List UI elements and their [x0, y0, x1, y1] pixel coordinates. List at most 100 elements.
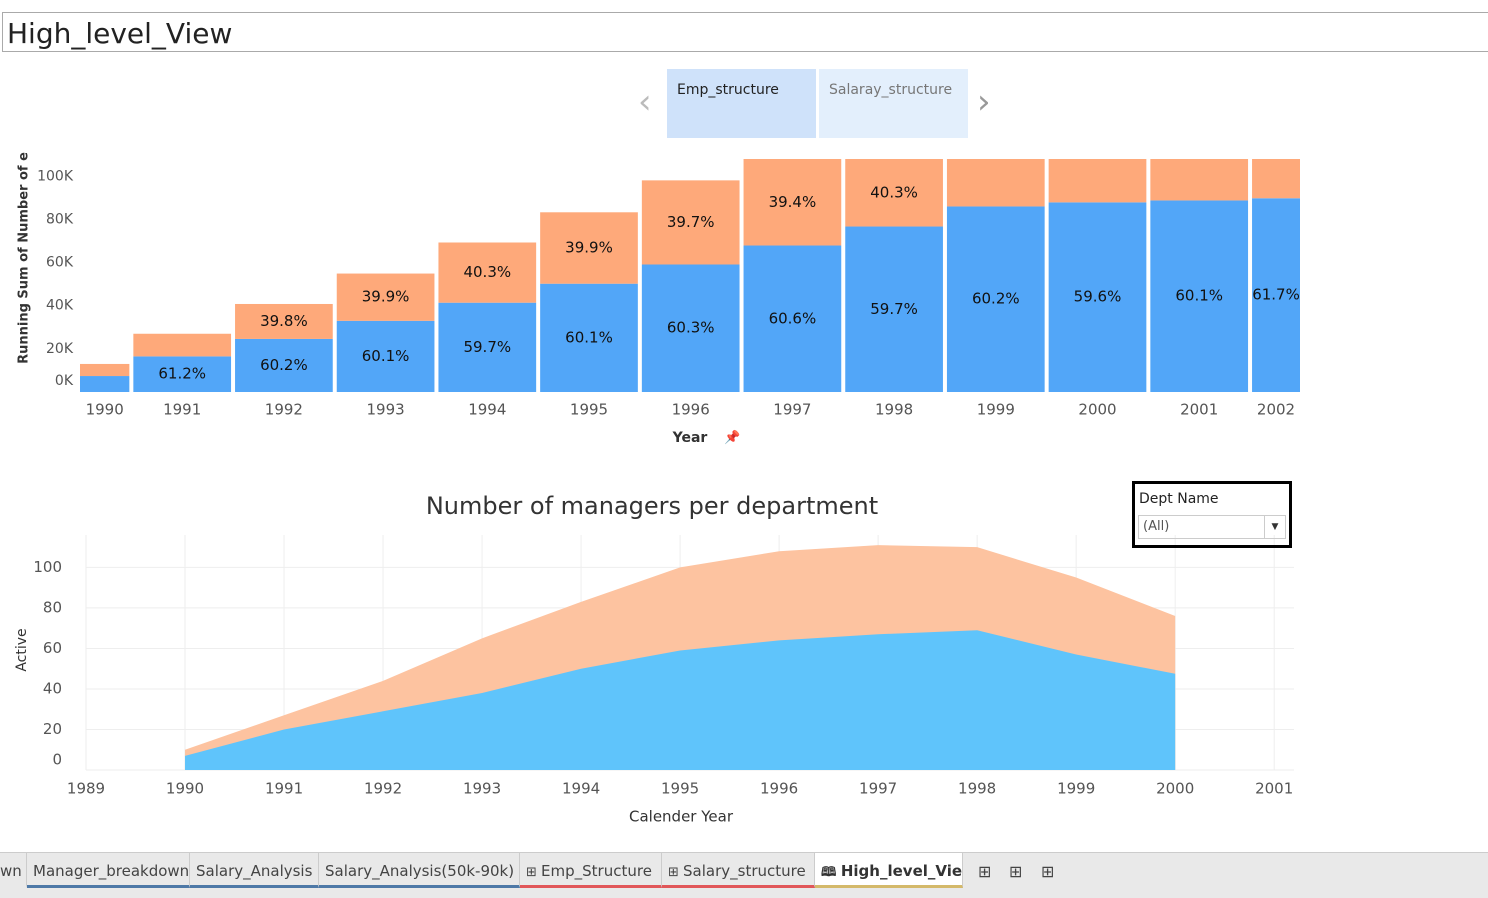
bar-segment [946, 206, 1045, 392]
sheet-tab[interactable]: wn [0, 853, 27, 888]
story-next[interactable]: › [977, 82, 991, 122]
bar-segment [1150, 200, 1249, 392]
bar-segment [1048, 202, 1147, 392]
bar-segment [1252, 159, 1300, 199]
sheet-tab[interactable]: Manager_breakdown [27, 853, 190, 888]
new-sheet-button[interactable]: ⊞ [978, 862, 992, 881]
sheet-tab[interactable]: Salary_Analysis(50k-90k) [319, 853, 520, 888]
x-tick-label: 1998 [875, 401, 913, 419]
y-tick-label: 60 [43, 639, 62, 657]
dropdown-icon: ▼ [1264, 516, 1285, 538]
segment-label: 60.6% [769, 309, 817, 327]
x-tick-label: 1992 [265, 401, 303, 419]
y-tick-label: 20K [46, 341, 74, 357]
x-tick-label: 1993 [463, 780, 501, 798]
story-prev[interactable]: ‹ [638, 82, 652, 122]
filter-label: Dept Name [1139, 491, 1219, 507]
x-tick-label: 1996 [672, 401, 710, 419]
area [185, 630, 1176, 770]
bar-group [80, 159, 1300, 392]
sheet-tabs: wn Manager_breakdown Salary_Analysis Salary… [0, 852, 1488, 898]
sheet-tab[interactable]: 🕮 High_level_View [815, 853, 963, 888]
new-sheet-button[interactable]: ⊞ [1041, 862, 1055, 881]
y-tick-label: 80K [46, 211, 74, 227]
segment-label: 59.7% [463, 338, 511, 356]
x-tick-label: 1991 [265, 780, 303, 798]
tab-label: wn [0, 862, 22, 880]
sheet-tab[interactable]: ⊞ Salary_structure [662, 853, 815, 888]
tab-label: Salary_structure [683, 862, 806, 880]
bar-segment [743, 245, 842, 392]
bar-segment [540, 212, 638, 284]
filter: Dept Name (All) ▼ [1132, 481, 1292, 548]
bar-segment [641, 180, 740, 265]
segment-label: 40.3% [870, 183, 918, 201]
story-tab[interactable]: Salaray_structure [819, 69, 968, 138]
tab-label: High_level_View [840, 862, 963, 880]
segment-label: 40.3% [463, 263, 511, 281]
x-tick-label: 1998 [958, 780, 996, 798]
chart-title: Number of managers per department [426, 492, 878, 520]
y-tick-label: 0K [55, 373, 74, 389]
y-tick-label: 40 [43, 679, 62, 697]
bar-segment [133, 333, 232, 357]
segment-label: 60.2% [260, 356, 308, 374]
tab-label: Manager_breakdown [33, 862, 190, 880]
segment-label: 61.2% [158, 365, 206, 383]
bar-segment [946, 159, 1045, 207]
bar-segment [1150, 159, 1249, 201]
tab-label: Salary_Analysis [196, 862, 313, 880]
bar-segment [336, 273, 435, 321]
tab-icon: 🕮 [821, 865, 841, 880]
x-tick-label: 1997 [859, 780, 897, 798]
x-tick-label: 1989 [67, 780, 105, 798]
y-tick-label: 80 [43, 598, 62, 616]
bar-segment [743, 159, 842, 246]
bar-segment [845, 226, 943, 392]
x-axis-title: Year [672, 430, 708, 446]
y-tick-label: 100 [33, 558, 62, 576]
bar-segment [641, 264, 740, 392]
x-tick-label: 1999 [977, 401, 1015, 419]
segment-label: 39.4% [769, 193, 817, 211]
story-tab[interactable]: Emp_structure [667, 69, 816, 138]
y-tick-label: 40K [46, 298, 74, 314]
segment-label: 60.1% [1175, 287, 1223, 305]
bar-segment [336, 320, 435, 392]
bar-segment [133, 356, 232, 392]
x-tick-label: 2001 [1180, 401, 1218, 419]
x-tick-label: 1995 [570, 401, 608, 419]
x-tick-label: 1990 [166, 780, 204, 798]
tab-icon: ⊞ [526, 865, 542, 880]
x-tick-label: 1994 [468, 401, 506, 419]
segment-label: 39.9% [362, 288, 410, 306]
bar-segment [1048, 159, 1147, 203]
segment-label: 39.8% [260, 312, 308, 330]
filter-value: (All) [1143, 519, 1170, 534]
segment-label: 60.2% [972, 290, 1020, 308]
y-tick-label: 100K [37, 168, 74, 184]
charts: 📌 0K 20K 40K 60K 80K 100K Running Sum of Numbe… [14, 152, 1300, 826]
x-tick-label: 1995 [661, 780, 699, 798]
x-tick-label: 1997 [773, 401, 811, 419]
new-sheet-button[interactable]: ⊞ [1009, 862, 1023, 881]
segment-label: 60.1% [362, 347, 410, 365]
x-tick-label: 1990 [86, 401, 124, 419]
segment-label: 59.7% [870, 300, 918, 318]
segment-label: 60.1% [565, 328, 613, 346]
x-tick-label: 2000 [1156, 780, 1194, 798]
bar-segment [438, 242, 537, 303]
x-tick-label: 1993 [367, 401, 405, 419]
segment-label: 60.3% [667, 319, 715, 337]
y-tick-label: 0 [52, 751, 62, 769]
sheet-tab[interactable]: ⊞ Emp_Structure [520, 853, 662, 888]
y-tick-label: 20 [43, 720, 62, 738]
x-tick-label: 1994 [562, 780, 600, 798]
y-tick-label: 60K [46, 255, 74, 271]
filter-select[interactable]: (All) ▼ [1138, 515, 1286, 539]
tab-label: Emp_Structure [541, 862, 652, 880]
y-axis-title: Running Sum of Number of e [17, 152, 32, 364]
tab-icon: ⊞ [668, 865, 684, 880]
sheet-tab[interactable]: Salary_Analysis [190, 853, 319, 888]
